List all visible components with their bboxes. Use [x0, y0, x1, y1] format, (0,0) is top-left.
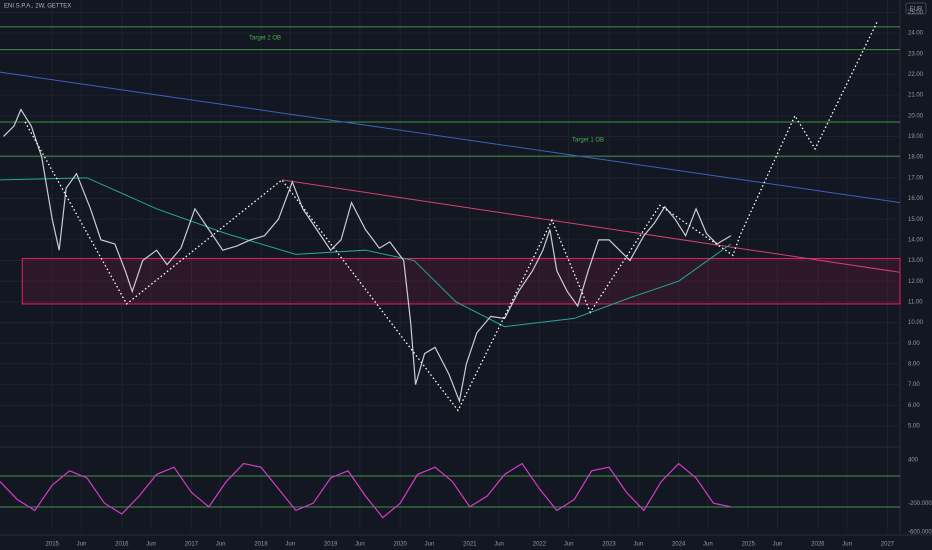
y-tick-label: 5.00 [908, 424, 920, 430]
x-tick-label: 2027 [881, 542, 895, 548]
x-tick-label: Jun [77, 542, 87, 548]
x-tick-label: 2020 [394, 542, 408, 548]
y-tick-label: 16.00 [908, 196, 924, 202]
y-tick-label: 24.00 [908, 31, 924, 37]
y-tick-label: 18.00 [908, 155, 924, 161]
main-pane [0, 0, 901, 530]
annotation: Target 2 OB [249, 36, 281, 42]
y-tick-label: 400 [908, 458, 919, 464]
x-tick-label: 2015 [46, 542, 60, 548]
y-tick-label: 17.00 [908, 175, 924, 181]
x-tick-label: Jun [633, 542, 643, 548]
y-tick-label: -200.000 [908, 501, 932, 507]
x-tick-label: Jun [146, 542, 156, 548]
oscillator-pane [0, 462, 900, 519]
x-tick-label: 2016 [115, 542, 129, 548]
x-tick-label: 2019 [324, 542, 338, 548]
trendline [0, 71, 901, 204]
y-tick-label: 10.00 [908, 320, 924, 326]
y-tick-label: 6.00 [908, 403, 920, 409]
y-tick-label: 21.00 [908, 93, 924, 99]
y-tick-label: 19.00 [908, 134, 924, 140]
y-tick-label: 7.00 [908, 382, 920, 388]
y-tick-label: 11.00 [908, 299, 923, 305]
currency: EUR [910, 7, 923, 13]
y-tick-label: 22.00 [908, 72, 924, 78]
x-tick-label: 2025 [742, 542, 756, 548]
x-tick-label: Jun [494, 542, 504, 548]
projection [24, 20, 879, 412]
x-tick-label: 2024 [672, 542, 686, 548]
y-tick-label: 9.00 [908, 341, 920, 347]
y-tick-label: 15.00 [908, 217, 924, 223]
x-tick-label: 2023 [602, 542, 616, 548]
y-tick-label: 23.00 [908, 51, 924, 57]
x-tick-label: Jun [216, 542, 226, 548]
x-tick-label: 2026 [811, 542, 825, 548]
series-line [0, 462, 731, 519]
x-tick-label: Jun [425, 542, 435, 548]
x-tick-label: Jun [703, 542, 713, 548]
x-tick-label: 2018 [254, 542, 268, 548]
y-tick-label: 14.00 [908, 237, 924, 243]
trendline [281, 179, 901, 273]
y-tick-label: 12.00 [908, 279, 924, 285]
x-tick-label: 2017 [185, 542, 199, 548]
chart-title: ENI S.P.A., 2W, GETTEX [4, 4, 71, 10]
x-tick-label: Jun [564, 542, 574, 548]
y-tick-label: -600.000 [908, 530, 932, 536]
y-tick-label: 25.00 [908, 10, 924, 16]
x-tick-label: Jun [773, 542, 783, 548]
zone [21, 257, 901, 305]
y-tick-label: 13.00 [908, 258, 924, 264]
series-line [3, 108, 732, 404]
y-tick-label: 20.00 [908, 113, 924, 119]
x-tick-label: 2022 [533, 542, 547, 548]
currency-box [905, 2, 927, 15]
moving-average [0, 177, 732, 328]
annotation: Target 1 OB [572, 138, 604, 144]
x-tick-label: Jun [842, 542, 852, 548]
y-tick-label: 8.00 [908, 361, 920, 367]
x-tick-label: Jun [285, 542, 295, 548]
x-tick-label: 2021 [463, 542, 477, 548]
x-tick-label: Jun [355, 542, 365, 548]
